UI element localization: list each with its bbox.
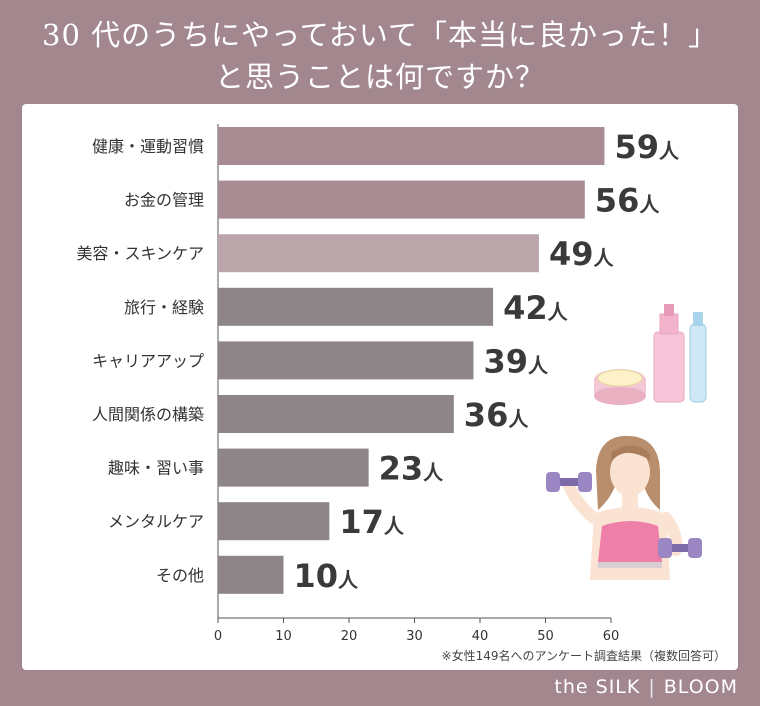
value-label-4: 42人: [503, 289, 569, 327]
category-label-7: 趣味・習い事: [108, 459, 204, 478]
value-label-5: 39人: [483, 342, 549, 380]
title-line-2: と思うことは何ですか？: [214, 60, 545, 94]
chart-title: 30 代のうちにやっておいて「本当に良かった！」 と思うことは何ですか？: [0, 14, 760, 98]
brand-separator: |: [648, 676, 656, 698]
value-label-6: 36人: [464, 396, 530, 434]
category-label-5: キャリアアップ: [92, 351, 204, 370]
bar-8: [218, 502, 330, 541]
bar-1: [218, 127, 605, 165]
x-tick-label-2: 10: [275, 629, 292, 644]
bar-9: [218, 555, 284, 594]
brand-right: BLOOM: [663, 676, 738, 698]
category-label-4: 旅行・経験: [124, 298, 204, 317]
woman-with-dumbbells-illustration: [546, 435, 702, 580]
bar-4: [218, 287, 494, 326]
bar-7: [218, 448, 369, 487]
survey-note: ※女性149名へのアンケート調査結果（複数回答可）: [441, 649, 726, 663]
bar-6: [218, 395, 454, 433]
value-label-3: 49人: [549, 235, 615, 273]
value-label-1: 59人: [614, 128, 680, 166]
brand-logo: the SILK | BLOOM: [554, 676, 738, 698]
x-tick-label-4: 30: [406, 629, 423, 644]
value-label-8: 17人: [339, 503, 405, 541]
category-label-1: 健康・運動習慣: [92, 137, 204, 156]
cosmetics-illustration: [594, 304, 707, 405]
bar-5: [218, 341, 474, 380]
value-label-2: 56人: [595, 182, 661, 220]
category-label-2: お金の管理: [124, 191, 204, 210]
bar-3: [218, 234, 539, 273]
x-tick-label-5: 40: [472, 629, 489, 644]
bar-2: [218, 180, 585, 219]
x-tick-label-7: 60: [603, 629, 620, 644]
x-tick-label-3: 20: [341, 629, 358, 644]
title-line-1: 30 代のうちにやっておいて「本当に良かった！」: [42, 18, 718, 52]
category-label-6: 人間関係の構築: [92, 405, 204, 424]
value-label-7: 23人: [379, 450, 445, 488]
category-label-3: 美容・スキンケア: [76, 244, 204, 263]
x-tick-label-1: 0: [214, 629, 222, 644]
value-label-9: 10人: [294, 557, 360, 595]
brand-left: the SILK: [554, 676, 641, 698]
chart-panel: 健康・運動習慣 59人お金の管理 56人美容・スキンケア 49人旅行・経験 42人キャリ…: [22, 104, 738, 670]
x-tick-label-6: 50: [537, 629, 554, 644]
category-label-8: メンタルケア: [108, 512, 204, 531]
category-label-9: その他: [156, 566, 204, 585]
